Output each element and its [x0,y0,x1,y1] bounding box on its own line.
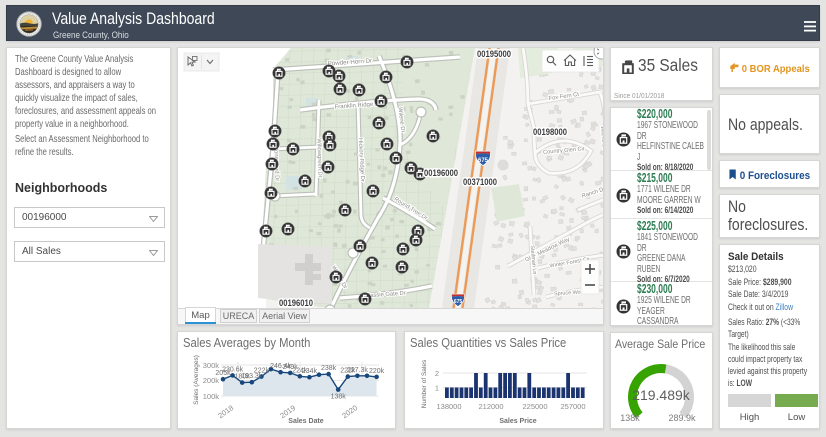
svg-text:1: 1 [435,384,439,393]
svg-text:138k: 138k [331,394,347,401]
svg-text:219.489k: 219.489k [632,387,691,403]
svg-text:2: 2 [435,369,439,378]
svg-text:193.3k: 193.3k [241,373,263,380]
svg-text:Country Glen Cir: Country Glen Cir [543,146,585,156]
svg-text:289.9k: 289.9k [668,413,696,423]
svg-text:675: 675 [478,158,489,164]
svg-text:2018: 2018 [216,403,235,420]
svg-text:Willowgreen Dr: Willowgreen Dr [315,138,322,178]
svg-text:200k: 200k [203,376,220,385]
svg-text:Spruce Wood Dr: Spruce Wood Dr [554,289,594,298]
svg-text:Franklin Ridge Dr: Franklin Ridge Dr [334,101,381,110]
svg-text:222k: 222k [340,368,356,375]
svg-text:246.4k: 246.4k [270,363,292,370]
svg-text:Sales Price: Sales Price [499,418,536,425]
svg-text:00196010: 00196010 [279,298,313,308]
svg-text:257000: 257000 [560,402,585,411]
svg-text:138000: 138000 [436,402,461,411]
svg-text:2020: 2020 [340,403,359,420]
svg-text:222k: 222k [254,368,270,375]
svg-text:00198000: 00198000 [533,127,567,137]
svg-text:Stedman Ln: Stedman Ln [529,245,538,274]
svg-text:100k: 100k [203,392,220,401]
svg-text:249k: 249k [283,364,299,371]
svg-text:138k: 138k [620,413,640,423]
svg-text:225000: 225000 [522,402,547,411]
svg-text:Sales (Averages): Sales (Averages) [193,355,200,405]
svg-text:Number of Sales: Number of Sales [421,359,428,408]
svg-text:Sales Date: Sales Date [288,418,324,425]
svg-text:Hickory Ridge Dr: Hickory Ridge Dr [357,138,365,182]
svg-text:230.6k: 230.6k [222,366,244,373]
svg-text:227.3k: 227.3k [347,367,369,374]
svg-text:675: 675 [454,299,463,305]
svg-text:224k: 224k [292,367,308,374]
svg-text:00371000: 00371000 [463,177,497,187]
svg-text:180k: 180k [235,374,251,381]
svg-text:234k: 234k [302,368,318,375]
svg-text:300k: 300k [203,361,220,370]
svg-text:Wilene Dr: Wilene Dr [599,126,603,150]
svg-text:220k: 220k [369,368,385,375]
svg-text:205k: 205k [215,370,231,377]
svg-text:212000: 212000 [478,402,503,411]
svg-text:Cassie Gate Dr: Cassie Gate Dr [366,291,406,300]
svg-text:238k: 238k [321,365,337,372]
svg-text:00196000: 00196000 [424,168,458,178]
svg-text:00195000: 00195000 [477,49,511,59]
svg-text:Wilene Dr: Wilene Dr [396,107,405,133]
